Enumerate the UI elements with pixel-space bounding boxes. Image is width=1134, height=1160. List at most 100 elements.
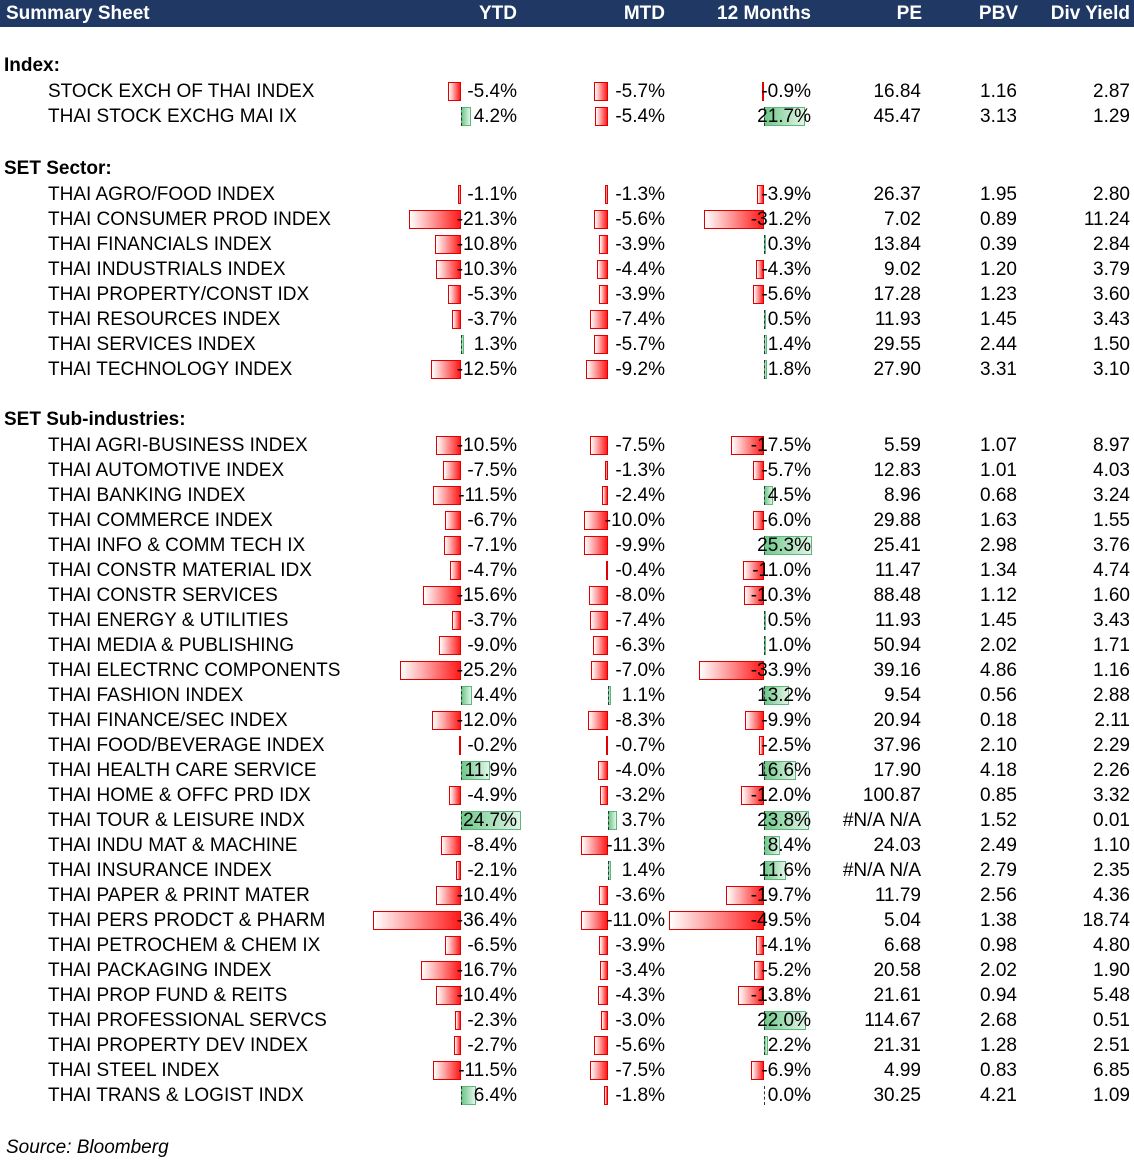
mtd-value: -3.4% xyxy=(615,960,665,981)
pe-value: 4.99 xyxy=(884,1060,921,1081)
index-name: THAI STEEL INDEX xyxy=(48,1060,220,1081)
12m-value: -5.6% xyxy=(761,284,811,305)
12m-axis-line xyxy=(764,636,765,655)
ytd-bar xyxy=(433,1061,461,1080)
div-yield-value: 2.26 xyxy=(1093,760,1130,781)
pbv-value: 4.86 xyxy=(980,660,1017,681)
mtd-bar xyxy=(589,1061,608,1080)
ytd-bar xyxy=(431,711,461,730)
div-yield-value: 4.36 xyxy=(1093,885,1130,906)
pe-value: 37.96 xyxy=(873,735,921,756)
mtd-bar xyxy=(603,1086,608,1105)
12m-value: -19.7% xyxy=(750,885,811,906)
index-name: THAI CONSTR SERVICES xyxy=(48,585,278,606)
index-name: THAI AGRO/FOOD INDEX xyxy=(48,184,275,205)
mtd-axis-line xyxy=(608,861,609,880)
pbv-value: 1.52 xyxy=(980,810,1017,831)
ytd-value: -2.3% xyxy=(467,1010,517,1031)
ytd-axis-line xyxy=(461,686,462,705)
12m-axis-line xyxy=(764,861,765,880)
table-row: THAI ENERGY & UTILITIES -3.7% -7.4% 0.5% 11.… xyxy=(0,608,1134,633)
index-name: THAI PROFESSIONAL SERVCS xyxy=(48,1010,327,1031)
12m-value: 16.6% xyxy=(757,760,811,781)
pbv-value: 0.18 xyxy=(980,710,1017,731)
ytd-bar xyxy=(440,836,461,855)
pe-value: 5.04 xyxy=(884,910,921,931)
ytd-bar xyxy=(423,586,461,605)
pe-value: 24.03 xyxy=(873,835,921,856)
12m-bar xyxy=(762,82,764,101)
ytd-bar xyxy=(420,961,461,980)
12m-bar xyxy=(730,436,764,455)
pe-value: 29.55 xyxy=(873,334,921,355)
ytd-value: 1.3% xyxy=(473,334,517,355)
12m-bar xyxy=(745,711,764,730)
ytd-value: 11.9% xyxy=(464,760,517,781)
pe-value: 6.68 xyxy=(884,935,921,956)
index-name: THAI PAPER & PRINT MATER xyxy=(48,885,310,906)
ytd-bar xyxy=(452,611,461,630)
column-header-div-yield: Div Yield xyxy=(1050,3,1130,24)
div-yield-value: 2.84 xyxy=(1093,234,1130,255)
div-yield-value: 1.50 xyxy=(1093,334,1130,355)
index-name: THAI TOUR & LEISURE INDX xyxy=(48,810,305,831)
ytd-bar xyxy=(400,661,461,680)
ytd-value: -11.5% xyxy=(458,485,517,506)
12m-value: -0.9% xyxy=(761,81,811,102)
pbv-value: 2.10 xyxy=(980,735,1017,756)
pe-value: 12.83 xyxy=(873,460,921,481)
index-name: THAI PACKAGING INDEX xyxy=(48,960,272,981)
section-title: SET Sub-industries: xyxy=(4,409,186,430)
mtd-bar xyxy=(598,936,608,955)
index-name: THAI HOME & OFFC PRD IDX xyxy=(48,785,311,806)
mtd-axis-line xyxy=(608,811,609,830)
column-header-12-months: 12 Months xyxy=(717,3,811,24)
mtd-value: -11.3% xyxy=(606,835,665,856)
table-row: THAI HOME & OFFC PRD IDX -4.9% -3.2% -12.0%… xyxy=(0,783,1134,808)
mtd-value: -3.9% xyxy=(615,234,665,255)
div-yield-value: 0.51 xyxy=(1093,1010,1130,1031)
div-yield-value: 3.10 xyxy=(1093,359,1130,380)
pe-value: 9.54 xyxy=(884,685,921,706)
div-yield-value: 3.32 xyxy=(1093,785,1130,806)
12m-axis-line xyxy=(764,611,765,630)
ytd-bar xyxy=(435,986,461,1005)
12m-value: -17.5% xyxy=(750,435,811,456)
div-yield-value: 3.79 xyxy=(1093,259,1130,280)
mtd-bar xyxy=(594,107,608,126)
pbv-value: 3.13 xyxy=(980,106,1017,127)
table-row: THAI INDUSTRIALS INDEX -10.3% -4.4% -4.3% 9.… xyxy=(0,257,1134,282)
pe-value: 5.59 xyxy=(884,435,921,456)
pe-value: 39.16 xyxy=(873,660,921,681)
pe-value: 7.02 xyxy=(884,209,921,230)
12m-bar xyxy=(669,911,764,930)
mtd-value: -3.9% xyxy=(615,284,665,305)
pbv-value: 0.89 xyxy=(980,209,1017,230)
div-yield-value: 1.10 xyxy=(1093,835,1130,856)
ytd-value: -3.7% xyxy=(467,610,517,631)
column-header-pe: PE xyxy=(896,3,922,24)
12m-value: -11.0% xyxy=(752,560,811,581)
pbv-value: 1.63 xyxy=(980,510,1017,531)
pe-value: 26.37 xyxy=(873,184,921,205)
12m-value: 0.3% xyxy=(767,234,811,255)
pbv-value: 2.02 xyxy=(980,635,1017,656)
pbv-value: 1.01 xyxy=(980,460,1017,481)
12m-value: -49.5% xyxy=(750,910,811,931)
mtd-value: -5.6% xyxy=(615,209,665,230)
mtd-value: -7.0% xyxy=(615,660,665,681)
pe-value: 45.47 xyxy=(873,106,921,127)
source-note: Source: Bloomberg xyxy=(6,1137,169,1158)
12m-axis-line xyxy=(764,1086,765,1105)
mtd-value: -3.6% xyxy=(615,885,665,906)
ytd-axis-line xyxy=(461,1086,462,1105)
ytd-value: -36.4% xyxy=(456,910,517,931)
index-name: THAI TECHNOLOGY INDEX xyxy=(48,359,293,380)
ytd-value: -3.7% xyxy=(467,309,517,330)
index-name: THAI AUTOMOTIVE INDEX xyxy=(48,460,285,481)
12m-axis-line xyxy=(764,235,765,254)
12m-value: -4.1% xyxy=(761,935,811,956)
section-title: Index: xyxy=(4,55,60,76)
mtd-bar xyxy=(594,335,608,354)
12m-value: 21.7% xyxy=(757,106,811,127)
